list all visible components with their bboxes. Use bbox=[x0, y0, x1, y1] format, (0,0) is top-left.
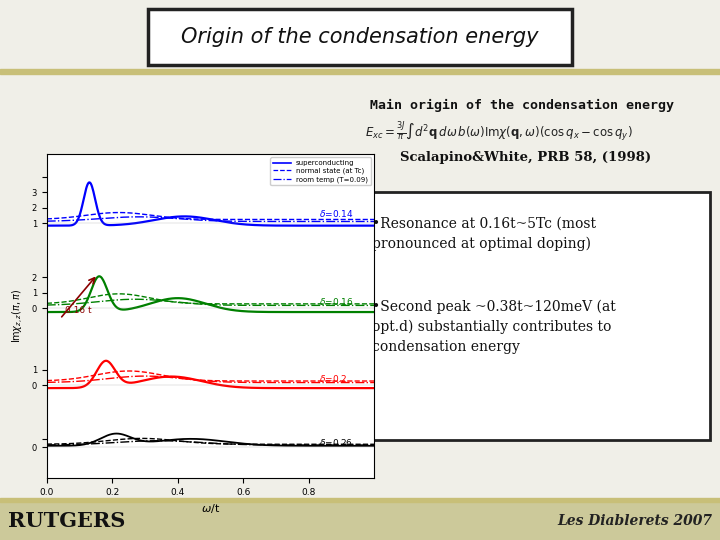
X-axis label: $\omega$/t: $\omega$/t bbox=[201, 502, 220, 515]
Bar bbox=[0, 502, 720, 540]
Text: $E_{xc} = \frac{3J}{\pi}\int d^2\mathbf{q}\,d\omega\,b(\omega)\mathrm{Im}\chi(\m: $E_{xc} = \frac{3J}{\pi}\int d^2\mathbf{… bbox=[365, 120, 633, 144]
Bar bbox=[0, 498, 720, 502]
FancyBboxPatch shape bbox=[362, 192, 710, 440]
Text: $\delta$=0.16: $\delta$=0.16 bbox=[319, 296, 354, 307]
Text: 0.16 t: 0.16 t bbox=[65, 306, 91, 315]
Y-axis label: Im$\chi_{z,z}(\pi,\pi)$: Im$\chi_{z,z}(\pi,\pi)$ bbox=[11, 289, 26, 343]
Legend: superconducting, normal state (at Tc), room temp (T=0.09): superconducting, normal state (at Tc), r… bbox=[271, 157, 371, 185]
Text: Les Diablerets 2007: Les Diablerets 2007 bbox=[557, 514, 712, 528]
Text: Scalapino&White, PRB 58, (1998): Scalapino&White, PRB 58, (1998) bbox=[400, 151, 651, 164]
Text: RUTGERS: RUTGERS bbox=[8, 511, 125, 531]
Bar bbox=[0, 69, 720, 74]
Text: $\delta$=0.26: $\delta$=0.26 bbox=[319, 436, 353, 448]
Text: •Second peak ~0.38t~120meV (at
opt.d) substantially contributes to
condensation : •Second peak ~0.38t~120meV (at opt.d) su… bbox=[372, 300, 616, 354]
Text: $\delta$=0.14: $\delta$=0.14 bbox=[319, 208, 354, 219]
FancyBboxPatch shape bbox=[148, 9, 572, 65]
Text: Origin of the condensation energy: Origin of the condensation energy bbox=[181, 27, 539, 47]
Text: •Resonance at 0.16t~5Tc (most
pronounced at optimal doping): •Resonance at 0.16t~5Tc (most pronounced… bbox=[372, 217, 596, 251]
Text: $\delta$=0.2: $\delta$=0.2 bbox=[319, 373, 346, 384]
Text: Main origin of the condensation energy: Main origin of the condensation energy bbox=[370, 98, 674, 112]
